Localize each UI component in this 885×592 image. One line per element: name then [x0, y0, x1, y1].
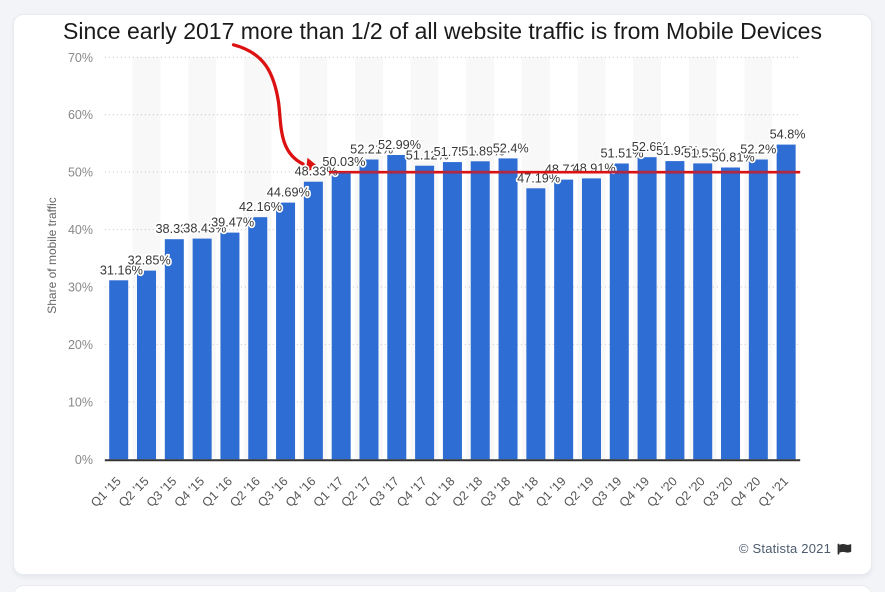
svg-text:52.2%: 52.2%: [740, 143, 776, 157]
svg-text:42.16%: 42.16%: [239, 200, 282, 214]
svg-text:60%: 60%: [68, 108, 93, 122]
svg-text:44.69%: 44.69%: [267, 186, 310, 200]
svg-text:51.12%: 51.12%: [406, 149, 449, 163]
svg-text:0%: 0%: [75, 453, 93, 467]
svg-text:20%: 20%: [68, 338, 93, 352]
svg-text:31.16%: 31.16%: [100, 263, 143, 277]
svg-text:52.99%: 52.99%: [378, 138, 421, 152]
svg-text:10%: 10%: [68, 395, 93, 409]
svg-text:54.8%: 54.8%: [770, 128, 806, 142]
svg-text:70%: 70%: [68, 51, 93, 65]
svg-text:52.21%: 52.21%: [350, 143, 393, 157]
svg-text:38.43%: 38.43%: [183, 222, 226, 236]
svg-text:47.19%: 47.19%: [517, 171, 560, 185]
svg-text:51.53%: 51.53%: [684, 146, 727, 160]
svg-text:© Statista 2021: © Statista 2021: [739, 541, 831, 556]
svg-text:50.81%: 50.81%: [712, 151, 755, 165]
svg-text:51.89%: 51.89%: [461, 144, 504, 158]
svg-text:38.33%: 38.33%: [155, 222, 198, 236]
svg-text:52.6%: 52.6%: [632, 140, 668, 154]
svg-text:Since early 2017 more than 1/2: Since early 2017 more than 1/2 of all we…: [63, 18, 822, 44]
svg-text:Share of mobile traffic: Share of mobile traffic: [45, 197, 59, 314]
svg-text:50%: 50%: [68, 166, 93, 180]
svg-text:52.4%: 52.4%: [493, 141, 529, 155]
svg-text:40%: 40%: [68, 223, 93, 237]
svg-text:51.75%: 51.75%: [434, 145, 477, 159]
svg-text:30%: 30%: [68, 281, 93, 295]
svg-text:48.33%: 48.33%: [295, 165, 338, 179]
svg-text:39.47%: 39.47%: [211, 216, 254, 230]
svg-text:51.92%: 51.92%: [656, 144, 699, 158]
svg-text:50.03%: 50.03%: [322, 155, 365, 169]
svg-text:51.51%: 51.51%: [600, 147, 643, 161]
svg-text:32.85%: 32.85%: [128, 254, 171, 268]
